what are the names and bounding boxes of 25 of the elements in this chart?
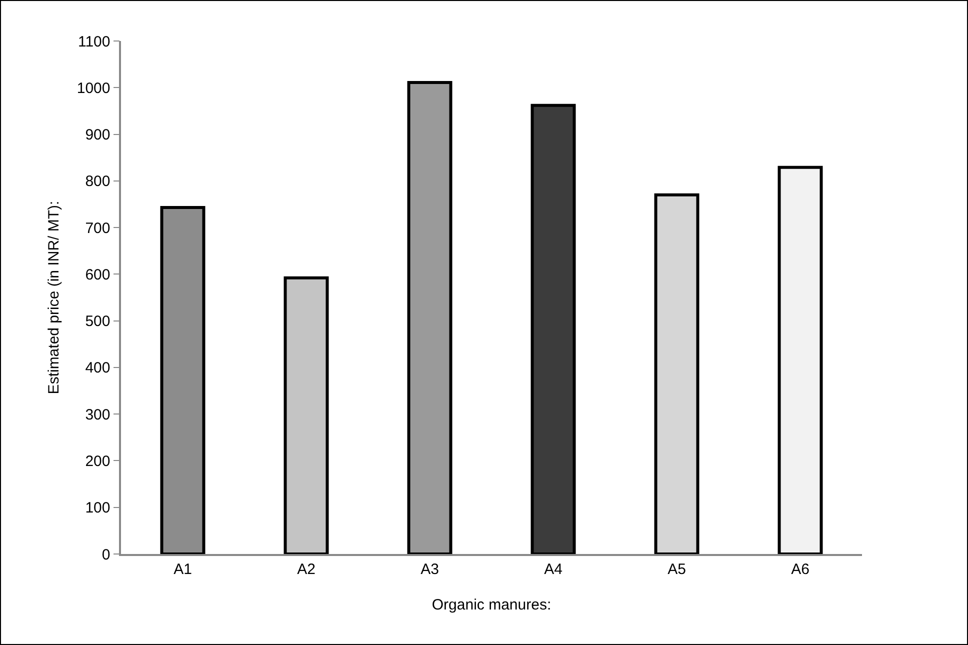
y-tick-label: 1000 — [76, 80, 110, 97]
y-tick-label: 400 — [85, 360, 110, 377]
x-axis-title: Organic manures: — [432, 596, 552, 614]
y-axis-title: Estimated price (in INR/ MT): — [46, 200, 63, 394]
bar — [778, 166, 823, 554]
bar — [407, 81, 452, 554]
y-tick-label: 1100 — [78, 33, 110, 50]
y-tick-label: 200 — [85, 452, 110, 470]
y-tick-label: 0 — [102, 546, 110, 564]
y-tick-label: 300 — [85, 406, 110, 424]
x-tick-label: A4 — [544, 560, 562, 578]
x-tick-label: A3 — [420, 560, 439, 578]
y-tick-label: 500 — [85, 313, 110, 330]
bar — [530, 104, 576, 554]
y-tick-label: 800 — [85, 173, 110, 190]
y-tick-label: 700 — [85, 220, 110, 237]
x-tick-label: A2 — [297, 560, 316, 578]
x-tick-label: A6 — [791, 560, 810, 578]
y-tick-label: 100 — [85, 500, 110, 517]
y-tick-label: 600 — [85, 266, 110, 284]
bar — [654, 193, 700, 554]
bar — [284, 276, 329, 554]
x-tick-label: A5 — [668, 560, 686, 578]
x-tick-label: A1 — [174, 560, 192, 578]
y-tick-label: 900 — [85, 126, 110, 144]
